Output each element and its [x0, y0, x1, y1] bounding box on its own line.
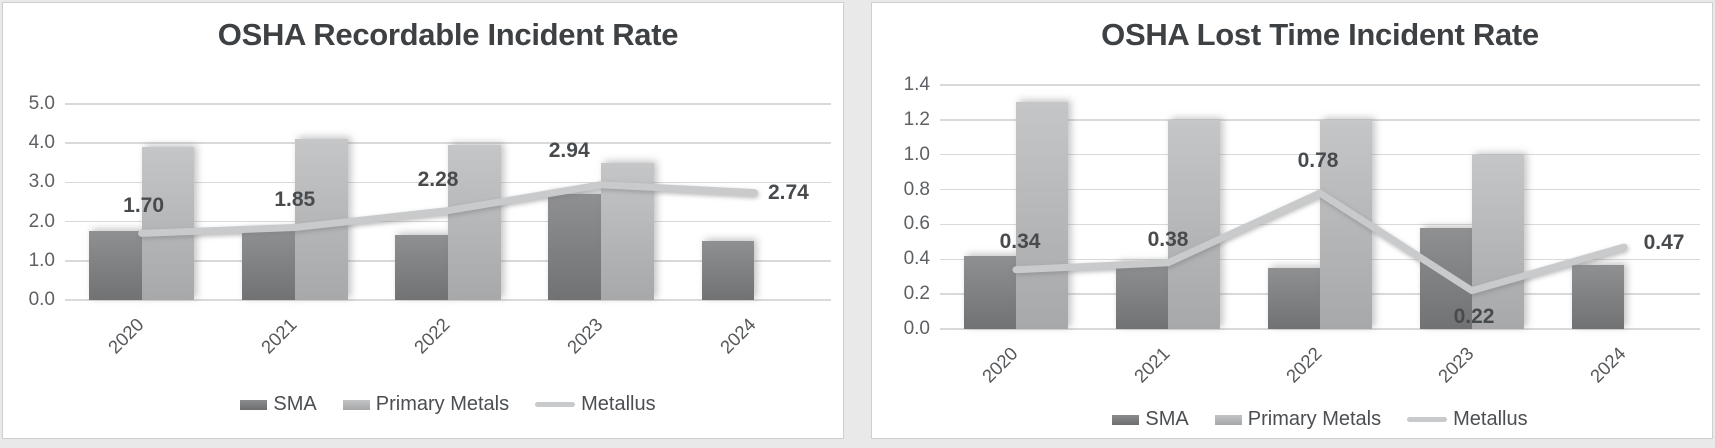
gridline: [940, 84, 1700, 86]
gridline: [65, 103, 831, 105]
recordable-incident-rate-chart-panel: OSHA Recordable Incident Rate 0.0 1.0 2.0 3…: [2, 2, 844, 439]
bar-sma-2021: [1115, 262, 1168, 329]
y-axis-tick-label: 0.4: [903, 248, 930, 270]
gridline: [65, 142, 831, 144]
gridline: [940, 328, 1700, 330]
lost-time-incident-rate-chart-panel: OSHA Lost Time Incident Rate 0.0 0.2 0.4 0.…: [871, 2, 1713, 439]
legend-label: SMA: [1145, 408, 1189, 430]
bar-primary-metals-2020: [1016, 102, 1069, 329]
metallus-line: [1012, 189, 1628, 295]
y-axis-tick-label: 0.8: [903, 178, 930, 200]
y-axis-tick-label: 2.0: [28, 210, 55, 232]
legend-item-primary-metals: Primary Metals: [342, 393, 510, 416]
bar-sma-2024: [701, 241, 755, 300]
gridline: [65, 299, 831, 301]
legend-item-metallus: Metallus: [1407, 408, 1528, 431]
line-data-label: 0.78: [1297, 149, 1339, 173]
metallus-line: [138, 181, 758, 237]
legend-item-sma: SMA: [1112, 408, 1189, 431]
line-data-label: 0.47: [1643, 231, 1685, 255]
legend-line-swatch: [1407, 416, 1448, 423]
chart-title: OSHA Lost Time Incident Rate: [1101, 17, 1539, 52]
chart-legend: SMA Primary Metals Metallus: [65, 393, 831, 416]
bar-primary-metals-2023: [1472, 154, 1525, 329]
bar-sma-2024: [1571, 264, 1624, 329]
bar-primary-metals-2020: [141, 147, 195, 300]
line-data-label: 0.34: [999, 229, 1041, 253]
y-axis-tick-label: 0.2: [903, 283, 930, 305]
bar-sma-2023: [1419, 227, 1472, 329]
chart-title: OSHA Recordable Incident Rate: [217, 17, 679, 52]
legend-label: Metallus: [1453, 408, 1528, 430]
y-axis-tick-label: 1.2: [903, 108, 930, 130]
bar-primary-metals-2022: [448, 145, 501, 300]
legend-label: Primary Metals: [1247, 408, 1382, 430]
legend-item-primary-metals: Primary Metals: [1214, 408, 1382, 431]
legend-item-metallus: Metallus: [535, 393, 656, 416]
legend-label: Metallus: [581, 393, 656, 415]
chart-legend: SMA Primary Metals Metallus: [940, 408, 1700, 431]
legend-label: Primary Metals: [375, 393, 510, 415]
y-axis-tick-label: 5.0: [28, 93, 55, 114]
y-axis-tick-label: 1.0: [903, 143, 930, 165]
bar-sma-2020: [88, 231, 142, 300]
line-data-label: 2.74: [767, 180, 809, 204]
y-axis-tick-label: 3.0: [28, 171, 55, 193]
y-axis-tick-label: 0.0: [28, 289, 55, 310]
bar-primary-metals-2021: [1168, 119, 1221, 329]
legend-bar-swatch: [240, 399, 268, 410]
bar-sma-2022: [1267, 268, 1320, 329]
legend-bar-swatch: [1214, 414, 1242, 425]
line-data-label: 1.70: [123, 194, 165, 218]
bar-sma-2022: [395, 235, 448, 300]
line-data-label: 0.22: [1453, 304, 1495, 328]
legend-bar-swatch: [342, 399, 370, 410]
line-data-label: 2.28: [417, 167, 459, 191]
line-data-label: 1.85: [274, 188, 316, 212]
y-axis-tick-label: 1.0: [28, 249, 55, 271]
bar-sma-2021: [241, 231, 295, 300]
legend-item-sma: SMA: [240, 393, 317, 416]
y-axis-tick-label: 1.4: [903, 74, 930, 95]
y-axis-tick-label: 0.6: [903, 213, 930, 235]
bar-sma-2020: [963, 255, 1016, 329]
y-axis-tick-label: 4.0: [28, 132, 55, 154]
legend-label: SMA: [273, 393, 317, 415]
y-axis-tick-label: 0.0: [903, 318, 930, 339]
legend-line-swatch: [535, 401, 576, 408]
bar-sma-2023: [548, 194, 602, 300]
legend-bar-swatch: [1112, 414, 1140, 425]
line-data-label: 0.38: [1147, 227, 1189, 251]
line-data-label: 2.94: [548, 138, 590, 162]
